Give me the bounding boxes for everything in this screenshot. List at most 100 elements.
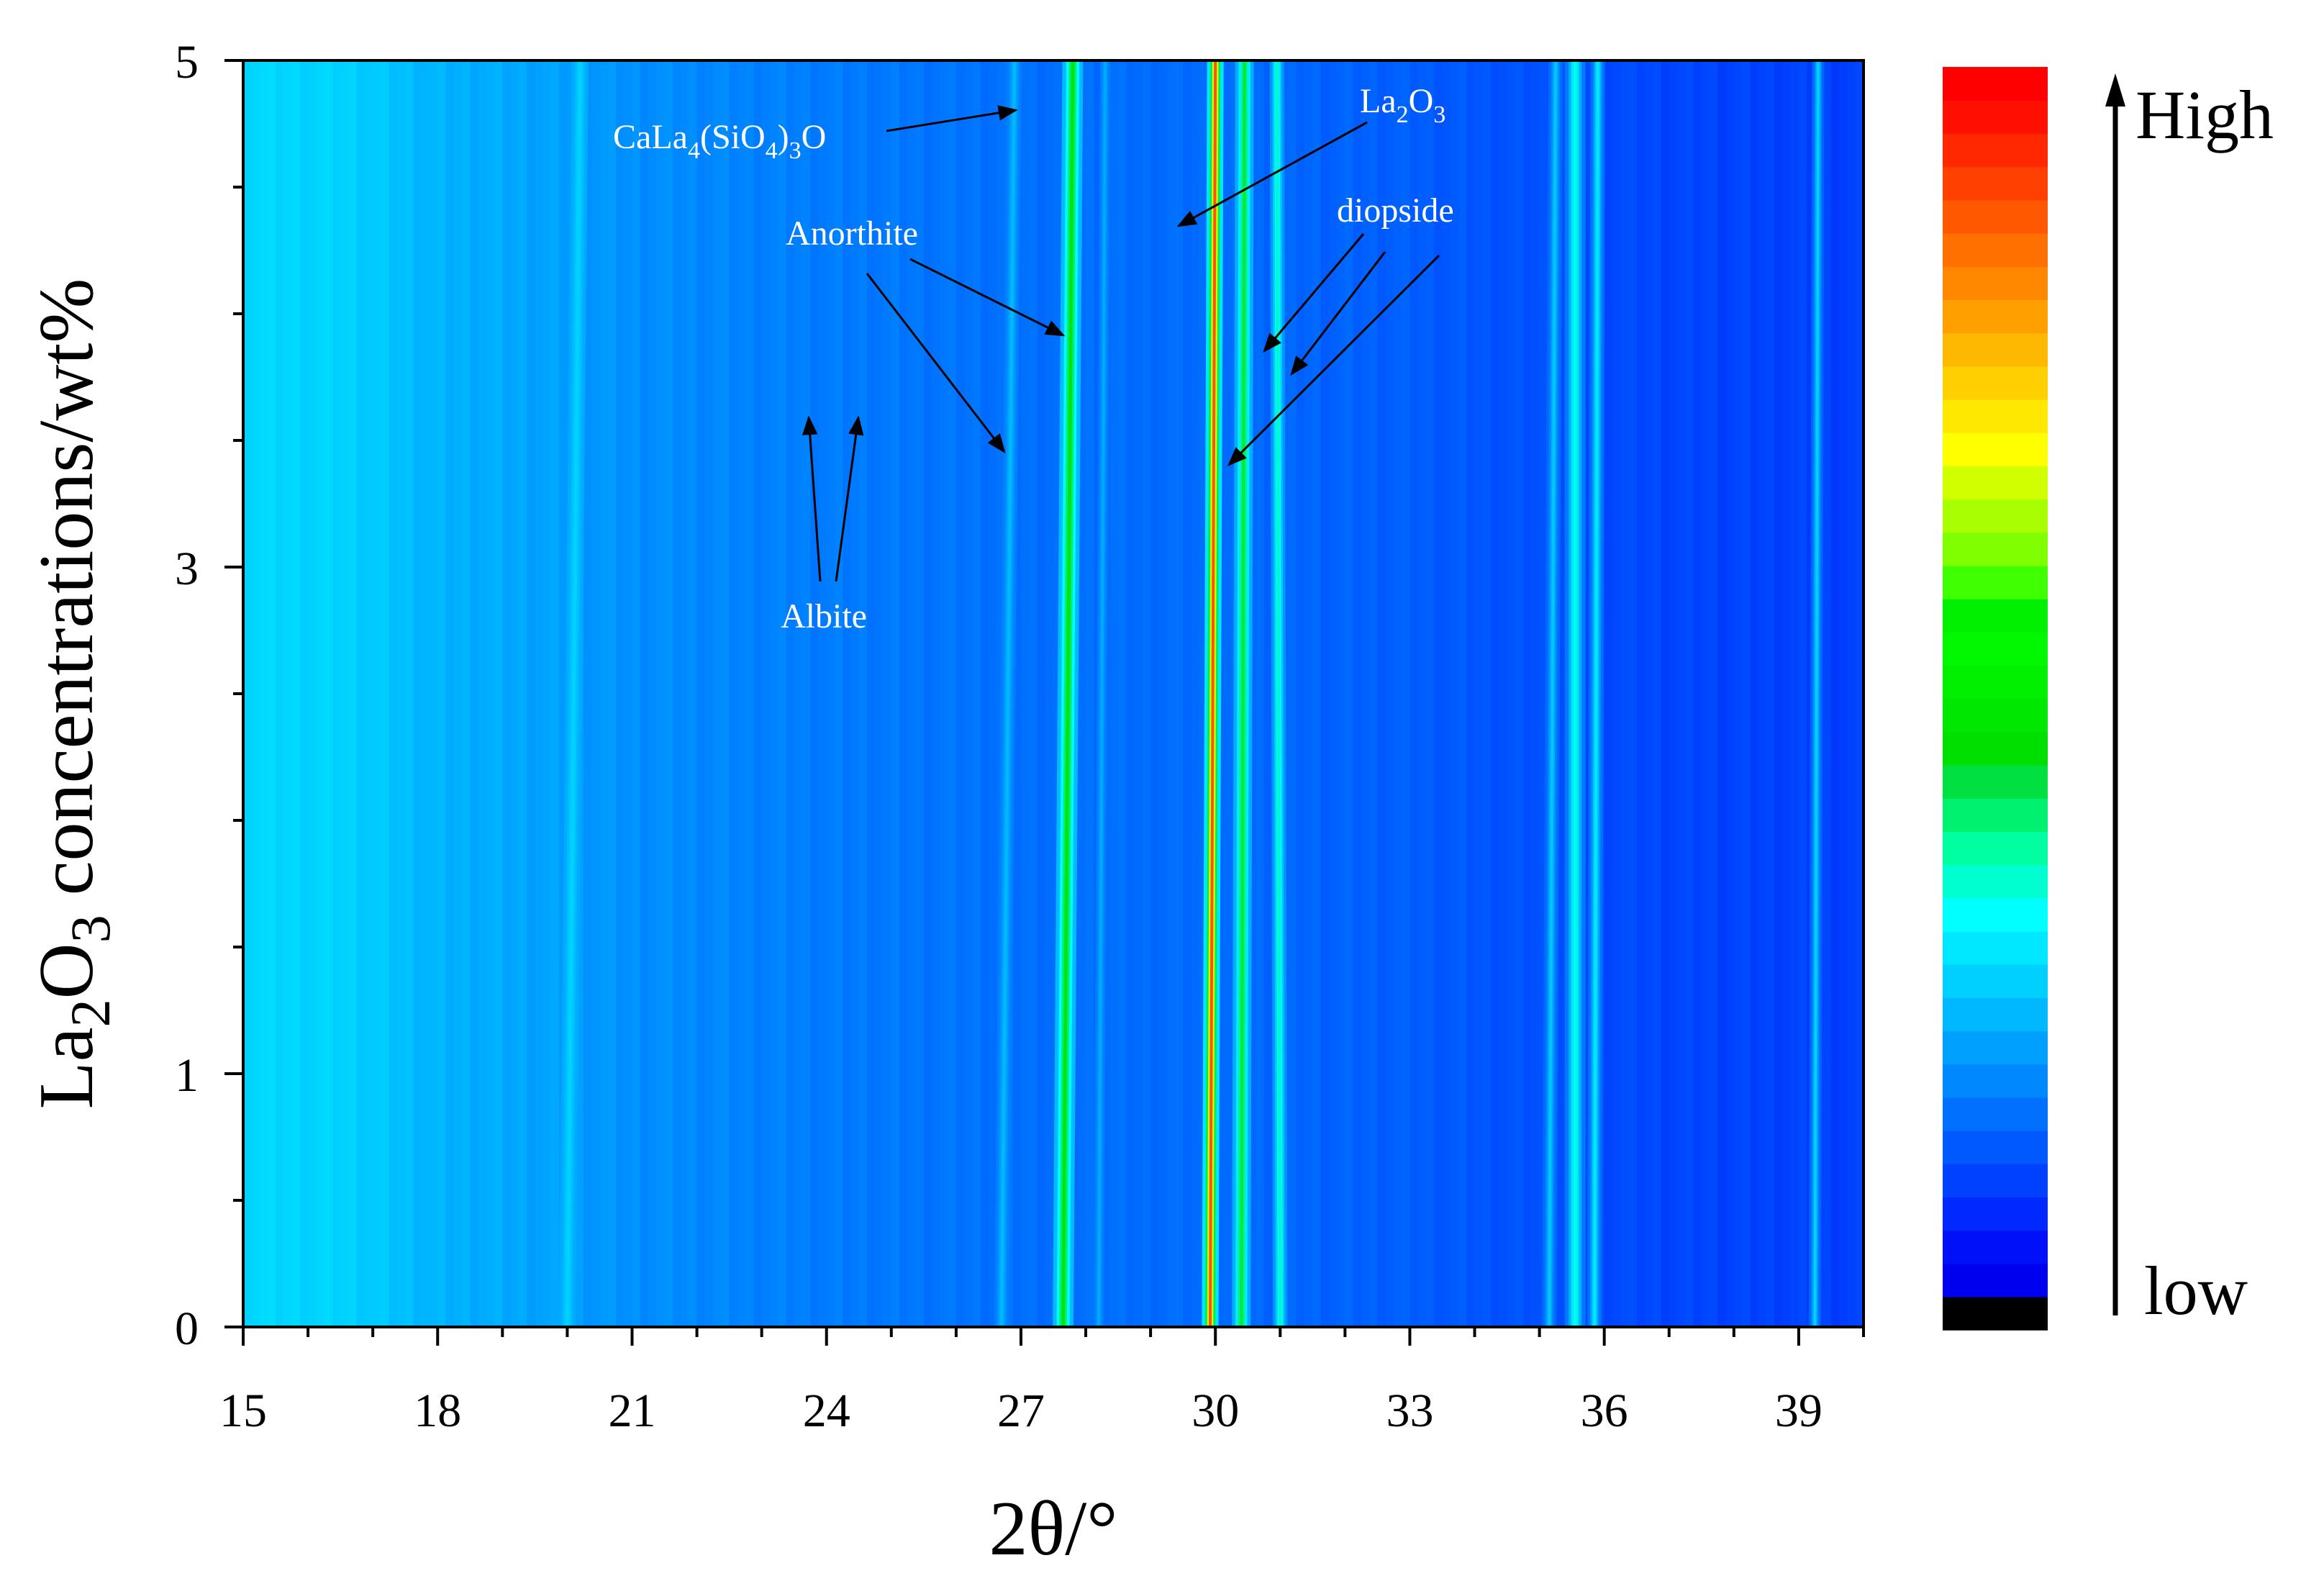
background-strip (615, 60, 625, 1327)
background-strip (276, 60, 285, 1327)
background-strip (1134, 60, 1143, 1327)
peak-band (1097, 60, 1107, 1327)
background-strip (1353, 60, 1362, 1327)
colorbar-swatch (1943, 100, 2048, 135)
background-strip (1020, 60, 1030, 1327)
background-strip (737, 60, 746, 1327)
background-strip (632, 60, 641, 1327)
background-strip (429, 60, 439, 1327)
colorbar-swatch (1943, 565, 2048, 599)
peak-band (1276, 60, 1282, 1327)
arrow-calasio (886, 105, 1018, 132)
background-strip (786, 60, 795, 1327)
background-strip (932, 60, 941, 1327)
background-strip (850, 60, 860, 1327)
colorbar-swatch (1943, 133, 2048, 168)
background-strip (834, 60, 844, 1327)
background-strip (1312, 60, 1322, 1327)
background-strip (689, 60, 698, 1327)
background-strip (1790, 60, 1799, 1327)
x-axis-title: 2θ/° (989, 1486, 1118, 1572)
background-strip (1417, 60, 1427, 1327)
background-strip (470, 60, 479, 1327)
background-strip (1385, 60, 1394, 1327)
colorbar-swatch (1943, 466, 2048, 500)
background-strip (1109, 60, 1119, 1327)
background-strip (810, 60, 820, 1327)
background-strip (1158, 60, 1168, 1327)
background-strip (681, 60, 690, 1327)
colorbar: High low (1943, 67, 2274, 1331)
background-strip (1458, 60, 1468, 1327)
background-strip (867, 60, 876, 1327)
background-strip (462, 60, 471, 1327)
background-strip (1653, 60, 1662, 1327)
background-strip (1823, 60, 1832, 1327)
background-strip (858, 60, 868, 1327)
colorbar-swatch (1943, 1130, 2048, 1164)
y-axis-title: La2O3 concentrations/wt% (24, 278, 122, 1110)
background-strip (1774, 60, 1784, 1327)
background-strip (1304, 60, 1314, 1327)
arrow-diopside-3 (1227, 254, 1440, 466)
background-strip (1604, 60, 1613, 1327)
background-strip (721, 60, 730, 1327)
background-strip (340, 60, 350, 1327)
background-strip (1045, 60, 1054, 1327)
background-strip (1685, 60, 1694, 1327)
background-strip (299, 60, 309, 1327)
background-strip (1830, 60, 1840, 1327)
background-strip (1410, 60, 1419, 1327)
background-strip (1037, 60, 1046, 1327)
background-strip (1701, 60, 1710, 1327)
arrow-la2o3 (1176, 121, 1368, 227)
background-strip (1482, 60, 1492, 1327)
background-strip (1766, 60, 1775, 1327)
background-strip (1693, 60, 1702, 1327)
colorbar-swatch (1943, 964, 2048, 998)
background-strip (1661, 60, 1670, 1327)
background-strip (324, 60, 333, 1327)
colorbar-swatch (1943, 598, 2048, 633)
background-strip (1029, 60, 1038, 1327)
x-tick-label: 27 (997, 1385, 1045, 1437)
background-strip (518, 60, 527, 1327)
background-strip (1150, 60, 1160, 1327)
background-strip (956, 60, 965, 1327)
background-strip (818, 60, 827, 1327)
background-strip (640, 60, 649, 1327)
background-strip (364, 60, 373, 1327)
background-strip (1644, 60, 1654, 1327)
background-strip (1450, 60, 1459, 1327)
background-strip (1223, 60, 1233, 1327)
peak-band (1548, 60, 1557, 1327)
background-strip (1369, 60, 1379, 1327)
x-tick-label: 36 (1581, 1385, 1628, 1437)
colorbar-swatch (1943, 166, 2048, 201)
background-strip (794, 60, 803, 1327)
arrow-anorthite-2 (866, 273, 1006, 454)
background-strip (891, 60, 900, 1327)
background-strip (396, 60, 406, 1327)
background-strip (494, 60, 504, 1327)
background-strip (1620, 60, 1630, 1327)
peak-band (1209, 60, 1217, 1327)
background-strip (251, 60, 260, 1327)
background-strip (1507, 60, 1516, 1327)
background-strip (1434, 60, 1443, 1327)
background-strip (704, 60, 714, 1327)
arrow-albite-1 (802, 415, 822, 582)
arrow-diopside-1 (1263, 233, 1365, 353)
peak-band (1000, 60, 1016, 1327)
background-strip (1710, 60, 1719, 1327)
background-strip (1669, 60, 1678, 1327)
annotation-calasio: CaLa4(SiO4)3O (613, 118, 826, 164)
colorbar-swatch (1943, 1097, 2048, 1131)
background-strip (1393, 60, 1402, 1327)
background-strip (243, 60, 253, 1327)
annotation-diopside: diopside (1337, 191, 1454, 230)
colorbar-swatch (1943, 1296, 2048, 1331)
colorbar-swatch (1943, 199, 2048, 234)
background-strip (753, 60, 763, 1327)
